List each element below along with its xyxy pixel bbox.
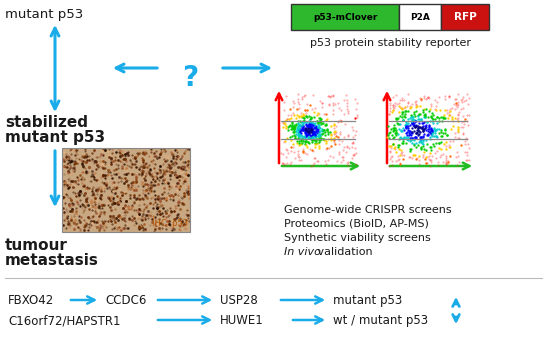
Bar bbox=[62, 148, 190, 232]
Text: Synthetic viability screens: Synthetic viability screens bbox=[284, 233, 430, 243]
Text: mutant p53: mutant p53 bbox=[5, 8, 83, 21]
Text: FBXO42: FBXO42 bbox=[8, 294, 54, 307]
Bar bbox=[291, 4, 399, 30]
Text: tumour: tumour bbox=[5, 238, 68, 253]
Text: P2A: P2A bbox=[410, 13, 430, 21]
Text: p53-mClover: p53-mClover bbox=[313, 13, 377, 21]
Text: Proteomics (BioID, AP-MS): Proteomics (BioID, AP-MS) bbox=[284, 219, 429, 229]
Text: Genome-wide CRISPR screens: Genome-wide CRISPR screens bbox=[284, 205, 452, 215]
Text: validation: validation bbox=[314, 247, 373, 257]
Bar bbox=[399, 4, 441, 30]
Text: RFP: RFP bbox=[453, 12, 476, 22]
Text: C16orf72/HAPSTR1: C16orf72/HAPSTR1 bbox=[8, 314, 120, 327]
Text: CCDC6: CCDC6 bbox=[105, 294, 147, 307]
Text: wt / mutant p53: wt / mutant p53 bbox=[333, 314, 428, 327]
Text: mutant p53: mutant p53 bbox=[5, 130, 105, 145]
Bar bbox=[62, 148, 190, 232]
Text: In vivo: In vivo bbox=[284, 247, 321, 257]
Text: stabilized: stabilized bbox=[5, 115, 88, 130]
Text: ?: ? bbox=[182, 64, 198, 92]
Bar bbox=[441, 4, 489, 30]
Text: metastasis: metastasis bbox=[5, 253, 99, 268]
Text: HUWE1: HUWE1 bbox=[220, 314, 264, 327]
Text: IHC: p53: IHC: p53 bbox=[152, 219, 188, 228]
Text: USP28: USP28 bbox=[220, 294, 258, 307]
Text: p53 protein stability reporter: p53 protein stability reporter bbox=[310, 38, 470, 48]
Text: mutant p53: mutant p53 bbox=[333, 294, 402, 307]
